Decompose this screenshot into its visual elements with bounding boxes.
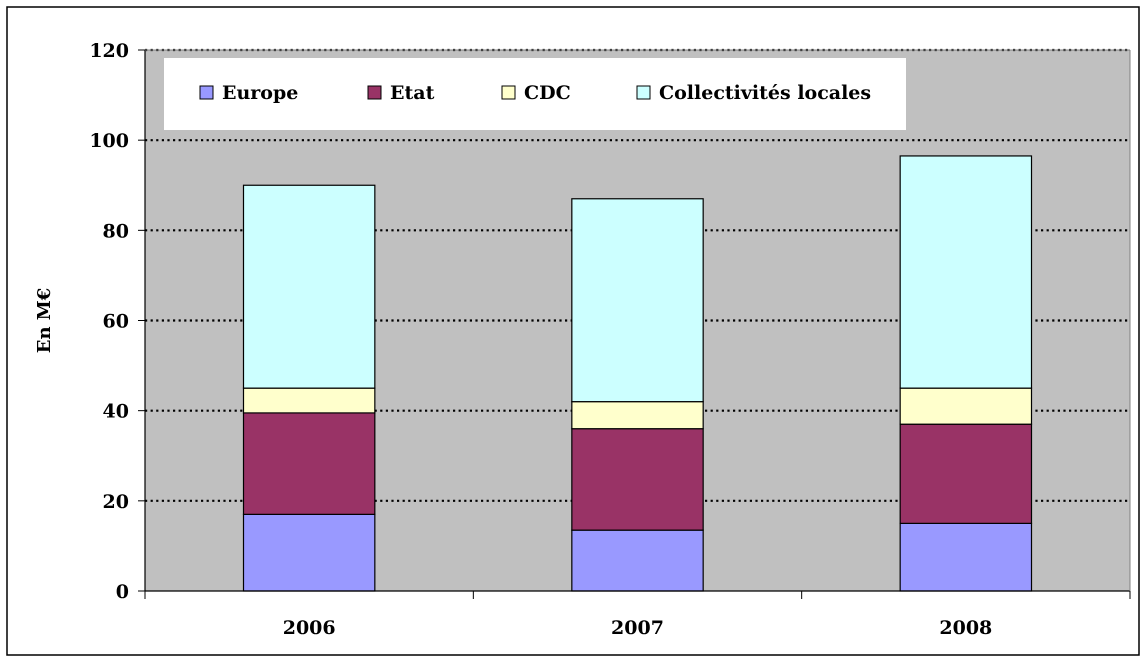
bar-segment	[899, 423, 1033, 524]
y-axis-title: En M€	[34, 288, 55, 354]
bar-segment	[899, 387, 1033, 425]
bar-segment	[242, 412, 376, 515]
y-tick-label: 80	[103, 220, 129, 242]
y-tick-label: 20	[103, 491, 129, 513]
bar-segment	[242, 513, 376, 592]
bar-segment	[242, 184, 376, 389]
legend-swatch	[636, 85, 651, 100]
legend: Europe Etat CDC Collectivités locales	[164, 58, 906, 130]
legend-label: Collectivités locales	[659, 82, 871, 104]
legend-swatch	[199, 85, 214, 100]
bars	[242, 155, 1033, 592]
y-tick-label: 60	[103, 311, 129, 333]
y-tick-label: 40	[103, 401, 129, 423]
bar-segment	[899, 522, 1033, 592]
bar-segment	[899, 155, 1033, 389]
x-tick-label: 2006	[283, 617, 336, 639]
legend-swatch	[501, 85, 516, 100]
y-tick-labels: 0 20 40 60 80 100 120	[89, 40, 129, 603]
y-tick-label: 100	[89, 130, 129, 152]
bar-segment	[571, 529, 704, 592]
legend-swatch	[367, 85, 382, 100]
bar-segment	[242, 387, 376, 414]
x-tick-label: 2007	[611, 617, 664, 639]
x-tick-label: 2008	[939, 617, 992, 639]
legend-label: Etat	[390, 82, 435, 104]
axes	[138, 49, 1131, 599]
y-tick-label: 0	[116, 581, 129, 603]
bar-segment	[571, 428, 704, 531]
legend-box	[164, 58, 906, 130]
bar-segment	[571, 198, 704, 403]
x-tick-labels: 2006 2007 2008	[283, 617, 993, 639]
y-tick-label: 120	[89, 40, 129, 62]
legend-label: Europe	[222, 82, 298, 104]
legend-label: CDC	[524, 82, 571, 104]
bar-segment	[571, 401, 704, 430]
